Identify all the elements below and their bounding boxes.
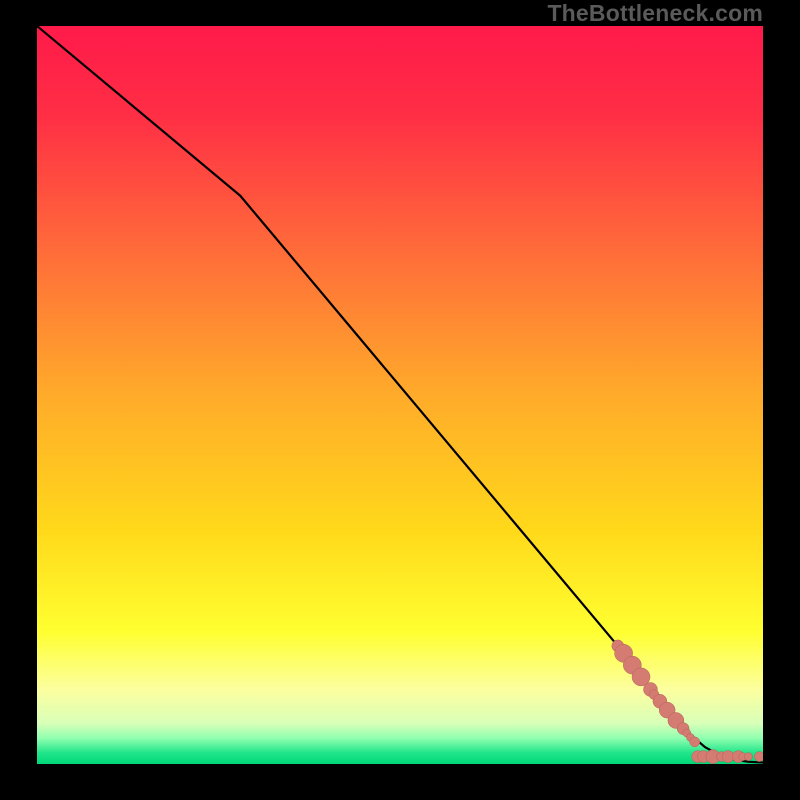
data-point-marker [754, 752, 763, 762]
chart-svg [37, 26, 763, 764]
chart-background-gradient [37, 26, 763, 764]
watermark-text: TheBottleneck.com [547, 0, 763, 27]
data-point-marker [690, 737, 700, 747]
data-point-marker [744, 753, 752, 761]
chart-plot-area [37, 26, 763, 764]
